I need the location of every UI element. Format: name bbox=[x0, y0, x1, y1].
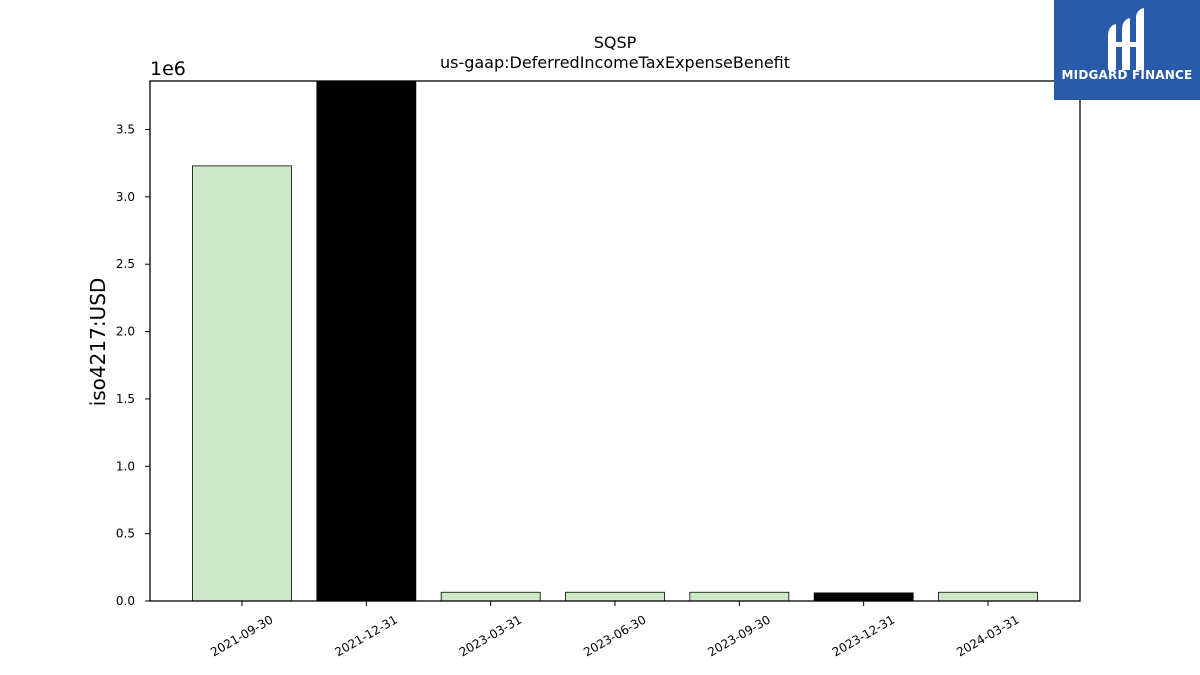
y-tick-label: 3.0 bbox=[116, 190, 135, 204]
bar-2021-09-30 bbox=[192, 165, 292, 602]
y-tick-label: 1.5 bbox=[116, 392, 135, 406]
x-ticks-group: 2021-09-30 2021-12-31 2023-03-31 2023-06-30… bbox=[208, 601, 1022, 659]
y-ticks-group: 0.0 0.5 1.0 1.5 2.0 2.5 3.0 3.5 bbox=[116, 122, 150, 608]
x-tick-label: 2021-12-31 bbox=[332, 612, 399, 659]
x-tick-label: 2024-03-31 bbox=[954, 612, 1021, 659]
bar-2021-12-31 bbox=[316, 80, 417, 602]
chart-subtitle: us-gaap:DeferredIncomeTaxExpenseBenefit bbox=[440, 53, 790, 72]
chart-title: SQSP bbox=[594, 33, 637, 52]
bar-2023-06-30 bbox=[565, 591, 665, 602]
bar-2023-03-31 bbox=[440, 591, 541, 602]
x-tick-label: 2021-09-30 bbox=[208, 612, 275, 659]
x-tick-label: 2023-06-30 bbox=[581, 612, 648, 659]
bar-2023-09-30 bbox=[689, 591, 790, 602]
bar-2023-12-31 bbox=[813, 592, 914, 602]
logo-text: MIDGARD FINANCE bbox=[1061, 68, 1193, 82]
plot-frame bbox=[149, 80, 1081, 602]
y-tick-label: 0.5 bbox=[116, 527, 135, 541]
midgard-logo-icon bbox=[1108, 8, 1144, 70]
y-tick-label: 0.0 bbox=[116, 594, 135, 608]
y-scale-multiplier: 1e6 bbox=[150, 58, 186, 80]
x-tick-label: 2023-12-31 bbox=[830, 612, 897, 659]
y-tick-label: 1.0 bbox=[116, 459, 135, 473]
x-tick-label: 2023-03-31 bbox=[457, 612, 524, 659]
bar-2024-03-31 bbox=[938, 591, 1038, 602]
y-tick-label: 2.0 bbox=[116, 325, 135, 339]
y-axis-label: iso4217:USD bbox=[86, 278, 110, 407]
midgard-finance-logo: MIDGARD FINANCE bbox=[1054, 0, 1200, 100]
y-tick-label: 2.5 bbox=[116, 257, 135, 271]
x-tick-label: 2023-09-30 bbox=[705, 612, 772, 659]
y-tick-label: 3.5 bbox=[116, 122, 135, 136]
bars-group bbox=[192, 80, 1038, 602]
